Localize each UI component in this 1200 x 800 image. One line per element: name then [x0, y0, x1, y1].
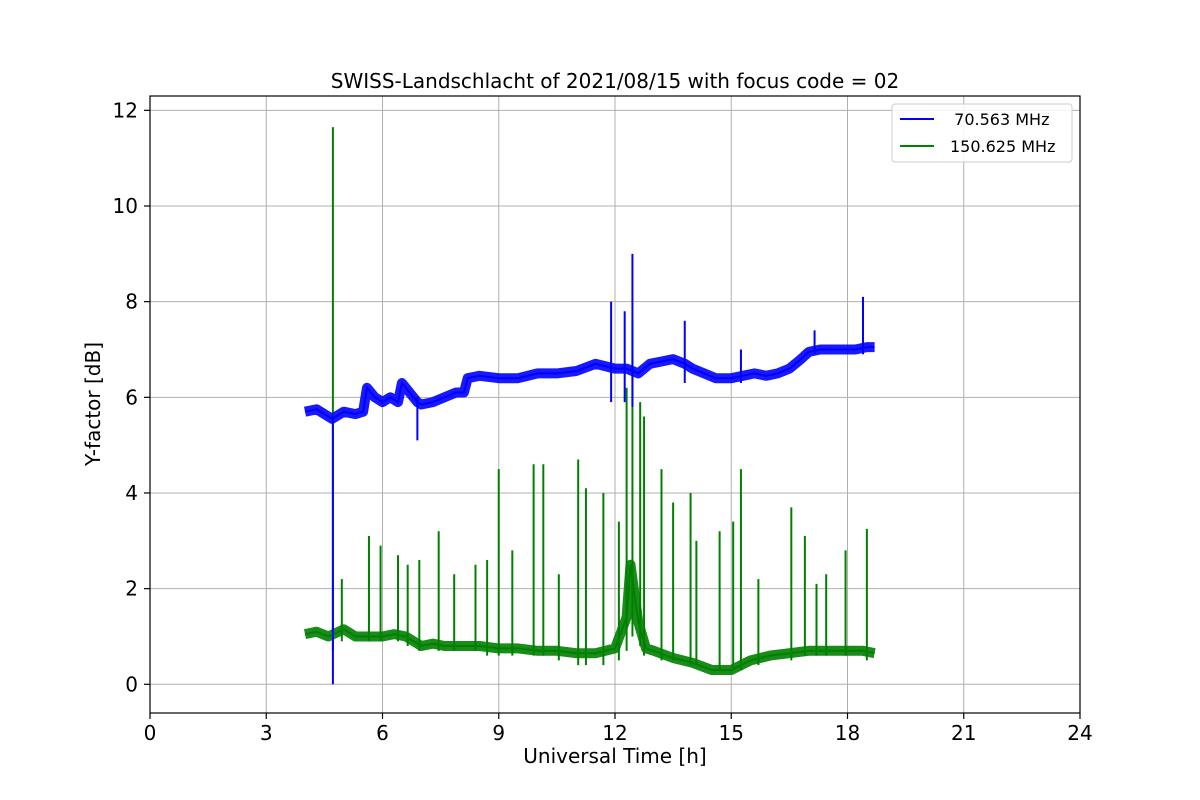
legend-box	[891, 103, 1073, 163]
y-tick-label: 10	[113, 194, 138, 218]
x-tick-label: 12	[602, 721, 627, 745]
chart-title: SWISS-Landschlacht of 2021/08/15 with fo…	[331, 69, 899, 93]
y-axis-ticks: 0 2 4 6 8 10 12	[113, 98, 150, 696]
x-tick-label: 21	[951, 721, 976, 745]
x-tick-label: 18	[835, 721, 860, 745]
y-tick-label: 0	[125, 672, 138, 696]
legend-label-series-1: 70.563 MHz	[944, 110, 1049, 129]
y-tick-label: 4	[125, 481, 138, 505]
x-axis-label: Universal Time [h]	[523, 744, 706, 768]
series-1	[303, 253, 875, 685]
y-axis-label: Y-factor [dB]	[81, 342, 105, 467]
legend: 70.563 MHz 150.625 MHz	[891, 103, 1073, 163]
series-line	[304, 346, 875, 420]
x-tick-label: 24	[1067, 721, 1092, 745]
grid	[150, 96, 1080, 713]
x-tick-label: 9	[492, 721, 505, 745]
legend-label-series-2: 150.625 MHz	[950, 137, 1055, 156]
plot-series	[303, 127, 876, 685]
y-tick-label: 2	[125, 577, 138, 601]
x-tick-label: 6	[376, 721, 389, 745]
y-tick-label: 12	[113, 98, 138, 122]
x-tick-label: 0	[144, 721, 157, 745]
y-tick-label: 8	[125, 290, 138, 314]
y-tick-label: 6	[125, 385, 138, 409]
x-tick-label: 3	[260, 721, 273, 745]
x-axis-ticks: 0 3 6 9 12 15 18 21 24	[144, 713, 1093, 745]
x-tick-label: 15	[719, 721, 744, 745]
